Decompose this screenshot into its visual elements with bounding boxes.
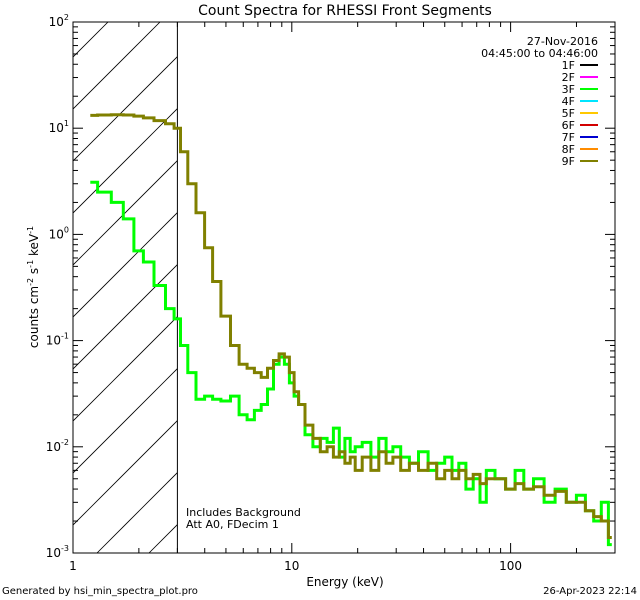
y-label-exp2: -1 — [26, 260, 35, 268]
series-9F — [90, 113, 612, 539]
annotation-time-range: 04:45:00 to 04:46:00 — [481, 47, 598, 60]
legend-label: 9F — [562, 155, 575, 168]
legend-label: 8F — [562, 143, 575, 156]
x-tick-label: 10 — [284, 559, 299, 573]
y-label-base: counts cm — [27, 286, 41, 348]
x-tick-label: 100 — [499, 559, 522, 573]
hatch-line — [73, 160, 178, 266]
legend-label: 3F — [562, 83, 575, 96]
x-tick-label: 1 — [69, 559, 77, 573]
annotation-background: Includes Background — [186, 506, 301, 519]
hatched-region — [0, 0, 640, 553]
hatch-line — [73, 368, 178, 474]
hatch-lines — [0, 0, 640, 553]
hatch-line — [73, 22, 161, 110]
y-tick-label: 101 — [49, 119, 69, 135]
legend-label: 5F — [562, 107, 575, 120]
y-tick-label: 10-3 — [46, 544, 69, 560]
y-axis: 10-3 10-2 10-1 100 101 102 — [46, 13, 615, 560]
hatch-line — [73, 108, 178, 214]
legend-label: 2F — [562, 71, 575, 84]
y-label-mid2: keV — [27, 233, 41, 260]
footer-timestamp: 26-Apr-2023 22:14 — [543, 586, 637, 597]
footer-generated-by: Generated by hsi_min_spectra_plot.pro — [2, 586, 198, 597]
y-label-mid: s — [27, 268, 41, 278]
annotation-attenuator: Att A0, FDecim 1 — [186, 518, 279, 531]
legend-label: 7F — [562, 131, 575, 144]
y-tick-label: 10-2 — [46, 438, 69, 454]
hatch-line — [73, 420, 178, 526]
legend-label: 1F — [562, 59, 575, 72]
hatch-line — [73, 212, 178, 318]
legend-label: 6F — [562, 119, 575, 132]
hatch-line — [513, 0, 640, 553]
x-axis: 1 10 100 — [69, 22, 616, 573]
annotation-date: 27-Nov-2016 — [527, 35, 598, 48]
y-label-exp3: -1 — [26, 226, 35, 234]
y-axis-label: counts cm-2 s-1 keV-1 — [26, 226, 41, 348]
series-group — [90, 113, 612, 547]
y-tick-label: 100 — [49, 225, 69, 241]
y-label-exp1: -2 — [26, 278, 35, 286]
plot-frame — [72, 21, 616, 554]
hatch-line — [0, 0, 125, 553]
hatch-line — [73, 22, 109, 58]
hatch-line — [565, 0, 640, 553]
hatch-line — [73, 56, 178, 162]
hatch-line — [617, 0, 640, 553]
x-axis-label: Energy (keV) — [306, 575, 383, 589]
y-tick-label: 10-1 — [46, 332, 69, 348]
chart-title: Count Spectra for RHESSI Front Segments — [198, 3, 492, 19]
y-tick-label: 102 — [49, 13, 69, 29]
hatch-line — [96, 472, 178, 553]
legend-label: 4F — [562, 95, 575, 108]
